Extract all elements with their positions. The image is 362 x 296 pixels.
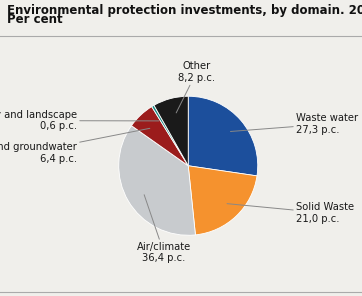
Wedge shape: [154, 96, 188, 166]
Wedge shape: [152, 105, 188, 166]
Text: Other
8,2 p.c.: Other 8,2 p.c.: [176, 61, 215, 113]
Wedge shape: [188, 96, 258, 176]
Text: Environmental protection investments, by domain. 2004.: Environmental protection investments, by…: [7, 4, 362, 17]
Text: Per cent: Per cent: [7, 13, 63, 26]
Text: Waste water
27,3 p.c.: Waste water 27,3 p.c.: [231, 113, 358, 135]
Wedge shape: [119, 126, 195, 235]
Text: Air/climate
36,4 p.c.: Air/climate 36,4 p.c.: [137, 195, 191, 263]
Text: Soil and groundwater
6,4 p.c.: Soil and groundwater 6,4 p.c.: [0, 128, 150, 164]
Wedge shape: [131, 107, 188, 166]
Text: Solid Waste
21,0 p.c.: Solid Waste 21,0 p.c.: [227, 202, 354, 224]
Text: Biodiversity and landscape
0,6 p.c.: Biodiversity and landscape 0,6 p.c.: [0, 110, 159, 131]
Wedge shape: [188, 166, 257, 235]
